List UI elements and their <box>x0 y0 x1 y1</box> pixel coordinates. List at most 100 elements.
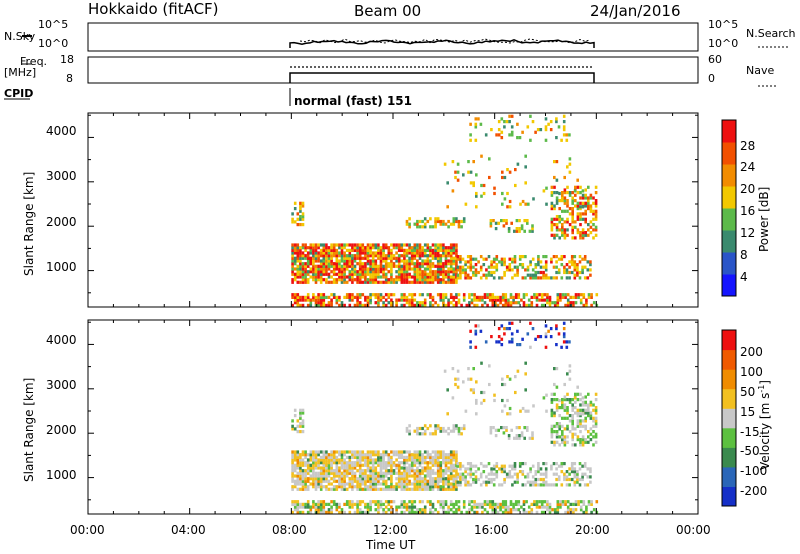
power-cell <box>563 191 567 195</box>
velocity-cell <box>560 462 564 466</box>
power-cell <box>410 301 414 305</box>
velocity-cell <box>379 477 383 481</box>
beam-title: Beam 00 <box>354 2 422 20</box>
power-cell <box>579 196 582 200</box>
power-cell <box>410 280 414 284</box>
velocity-cell <box>382 461 385 465</box>
velocity-cell <box>553 382 556 387</box>
velocity-cell <box>568 477 571 482</box>
power-cell <box>553 185 556 189</box>
power-cell <box>442 278 445 282</box>
power-cell <box>408 293 411 297</box>
velocity-cell <box>503 464 506 468</box>
velocity-cell <box>301 450 305 454</box>
velocity-cell <box>369 458 372 462</box>
velocity-cell <box>555 343 558 347</box>
power-cbar-tick-8: 8 <box>740 248 748 262</box>
power-cell <box>301 254 305 258</box>
velocity-cell <box>348 450 352 454</box>
power-cell <box>387 251 391 255</box>
velocity-cell <box>561 500 565 504</box>
power-cell <box>390 303 393 307</box>
power-cell <box>382 295 385 299</box>
velocity-cell <box>361 458 365 462</box>
power-cell <box>312 275 315 279</box>
velocity-cell <box>431 463 435 467</box>
velocity-cell <box>434 479 437 483</box>
velocity-cell <box>507 510 510 514</box>
power-cell <box>387 246 391 250</box>
velocity-cell <box>573 475 577 479</box>
velocity-cell <box>421 432 424 436</box>
power-cell <box>555 136 558 140</box>
power-cell <box>348 278 352 282</box>
power-cell <box>514 301 518 305</box>
power-cell <box>361 251 365 255</box>
power-cell <box>555 260 558 264</box>
power-cell <box>369 251 372 255</box>
power-cell <box>548 301 552 305</box>
velocity-cell <box>439 466 443 470</box>
power-cell <box>544 268 548 272</box>
velocity-cell <box>455 474 458 478</box>
velocity-cell <box>338 510 341 514</box>
power-cell <box>555 201 559 205</box>
power-cell <box>299 303 302 307</box>
power-cell <box>408 259 411 263</box>
velocity-cell <box>366 469 370 473</box>
power-cell <box>314 246 318 250</box>
power-cell <box>421 248 424 252</box>
power-cell <box>306 254 310 258</box>
velocity-cbar-unit-close: ] <box>758 380 772 385</box>
power-cell <box>327 280 331 284</box>
velocity-cell <box>467 367 470 371</box>
power-cell <box>312 264 315 268</box>
velocity-cell <box>405 466 409 470</box>
power-cell <box>371 278 375 282</box>
power-cell <box>335 298 339 302</box>
power-cell <box>384 262 388 266</box>
velocity-cell <box>480 401 483 405</box>
velocity-cell <box>505 428 508 432</box>
velocity-cell <box>384 510 388 514</box>
power-cell <box>576 217 580 221</box>
power-cell <box>546 295 549 299</box>
power-cell <box>312 270 315 274</box>
power-cell <box>314 267 318 271</box>
power-cell <box>405 219 409 224</box>
velocity-cell <box>390 461 393 465</box>
velocity-cell <box>301 477 305 481</box>
power-cell <box>423 259 427 263</box>
power-cell <box>392 254 396 258</box>
velocity-cell <box>364 482 367 486</box>
velocity-cell <box>421 487 424 491</box>
power-cell <box>561 295 565 299</box>
velocity-cell <box>452 482 456 486</box>
velocity-cell <box>314 482 318 486</box>
velocity-cell <box>439 469 443 473</box>
power-cell <box>384 267 388 271</box>
power-cell <box>586 268 590 272</box>
power-cell <box>491 293 495 297</box>
power-cell <box>566 293 570 297</box>
velocity-cell <box>377 455 380 459</box>
power-cell <box>455 280 458 284</box>
velocity-cell <box>563 472 566 476</box>
velocity-cell <box>330 453 333 457</box>
power-cell <box>503 197 507 201</box>
velocity-cell <box>592 443 595 447</box>
velocity-cell <box>423 458 427 462</box>
power-cell <box>579 185 582 189</box>
power-cell <box>484 133 488 137</box>
velocity-cell <box>299 424 302 428</box>
velocity-cell <box>487 472 491 476</box>
power-cell <box>304 267 307 271</box>
power-cell <box>572 295 575 299</box>
power-cell <box>374 301 378 305</box>
velocity-cell <box>291 463 294 467</box>
power-cell <box>332 280 336 284</box>
power-cell <box>330 246 333 250</box>
power-cell <box>582 303 586 307</box>
power-cell <box>522 295 526 299</box>
velocity-cbar-tick-100: 100 <box>740 365 763 379</box>
